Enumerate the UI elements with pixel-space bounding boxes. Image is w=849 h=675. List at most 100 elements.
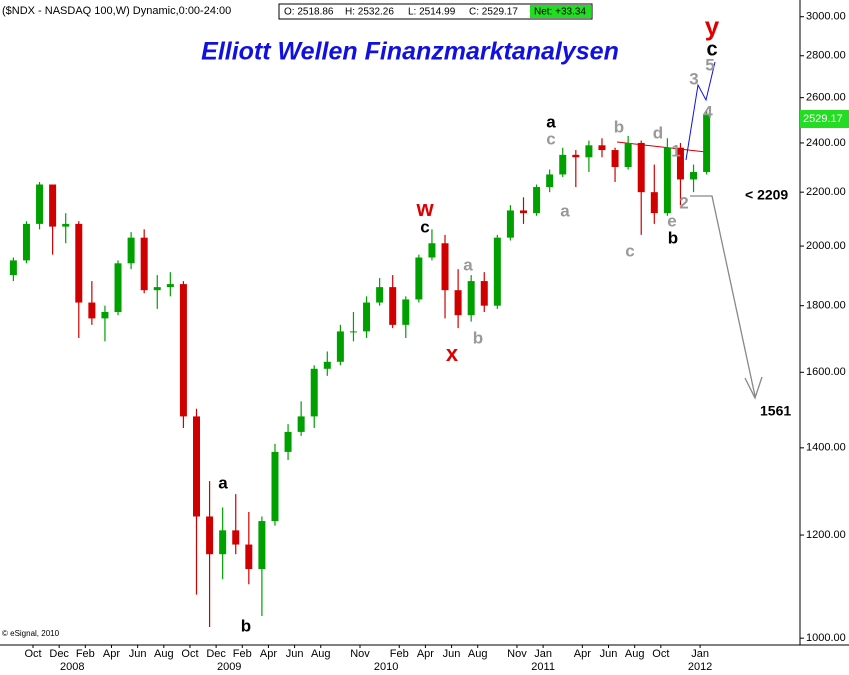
candle-body [546,174,554,188]
wave-label: b [614,117,624,136]
wave-label: 3 [689,69,698,88]
open: O: 2518.86 [284,7,334,18]
candle-body [297,416,305,432]
candle-body [75,223,83,303]
candle-body [520,210,527,214]
candle-body [441,243,449,291]
x-tick-label: Oct [24,648,41,660]
y-tick-label: 2600.00 [806,92,846,104]
candle-body [271,451,279,522]
candle-body [349,331,357,333]
candle-body [415,257,423,300]
price-tag-label: 2529.17 [803,113,843,125]
x-tick-label: Oct [652,648,669,660]
x-tick-label: Aug [154,648,174,660]
wave-label: a [546,112,556,131]
candle-body [284,431,292,452]
candle-body [114,263,122,312]
candle-body [559,154,567,175]
year-label: 2012 [688,661,712,673]
candle-body [402,299,410,325]
wave-line [685,61,716,161]
candle-body [49,184,57,227]
candle-body [179,284,187,417]
x-tick-label: Dec [49,648,69,660]
candle-body [62,223,70,227]
ohlc-box [278,3,593,20]
candle-body [703,114,711,172]
candle-body [493,237,501,306]
candle-body [101,311,109,319]
x-tick-label: Feb [233,648,252,660]
x-tick-label: Aug [625,648,645,660]
candle-body [650,192,658,214]
candle-body [88,302,96,319]
y-tick-label: 1400.00 [806,442,846,454]
x-tick-label: Apr [417,648,434,660]
candle-body [232,530,240,545]
x-tick-label: Oct [181,648,198,660]
wave-label: 5 [705,55,714,74]
candle-body [127,237,135,264]
candle-body [506,210,514,238]
wave-label: 2 [679,193,688,212]
year-label: 2009 [217,661,241,673]
y-tick-label: 2200.00 [806,186,846,198]
y-tick-label: 1800.00 [806,300,846,312]
x-tick-label: Jan [534,648,552,660]
trend-line [616,141,707,153]
x-tick-label: Nov [507,648,527,660]
candle-body [219,530,227,555]
wave-label: c [420,217,429,236]
candle-body [22,223,30,261]
y-tick-label: 1000.00 [806,632,846,644]
candle-body [663,147,671,214]
y-tick-label: 3000.00 [806,11,846,23]
candle-body [598,145,606,151]
wave-label: d [653,123,663,142]
candle-body [140,237,148,291]
candle-body [376,287,384,303]
arrow-head [744,376,763,400]
candle-body [611,150,619,168]
wave-label: c [546,129,555,148]
low: L: 2514.99 [408,7,456,18]
projection-arrow [690,195,756,397]
year-label: 2008 [60,661,84,673]
candle-body [676,147,684,180]
candle-body [258,521,266,570]
net: Net: +33.34 [534,7,586,18]
year-label: 2010 [374,661,398,673]
y-tick-label: 1200.00 [806,529,846,541]
candle-body [624,142,632,168]
wave-label: b [668,228,678,247]
chart-title: Elliott Wellen Finanzmarktanalysen [201,38,619,66]
wave-label: c [625,241,634,260]
y-tick-label: 2800.00 [806,50,846,62]
x-tick-label: Dec [206,648,226,660]
candle-body [193,416,200,517]
wave-label: a [560,201,570,220]
close: C: 2529.17 [469,7,518,18]
year-label: 2011 [531,661,555,673]
x-tick-label: Feb [390,648,409,660]
x-tick-label: Apr [574,648,591,660]
x-tick-label: Apr [260,648,277,660]
wave-label: 4 [703,102,713,121]
x-tick-label: Feb [76,648,95,660]
price-tag [800,110,849,128]
wave-label: e [667,211,676,230]
candle-body [533,187,541,214]
wave-label: a [463,255,473,274]
wave-label: 1561 [760,403,791,419]
wave-label: b [473,328,483,347]
candle-body [323,361,331,369]
candle-body [153,287,161,291]
candle-body [206,516,214,555]
y-tick-label: 1600.00 [806,366,846,378]
candle-body [572,154,580,158]
x-tick-label: Aug [311,648,331,660]
candle-body [690,171,698,180]
